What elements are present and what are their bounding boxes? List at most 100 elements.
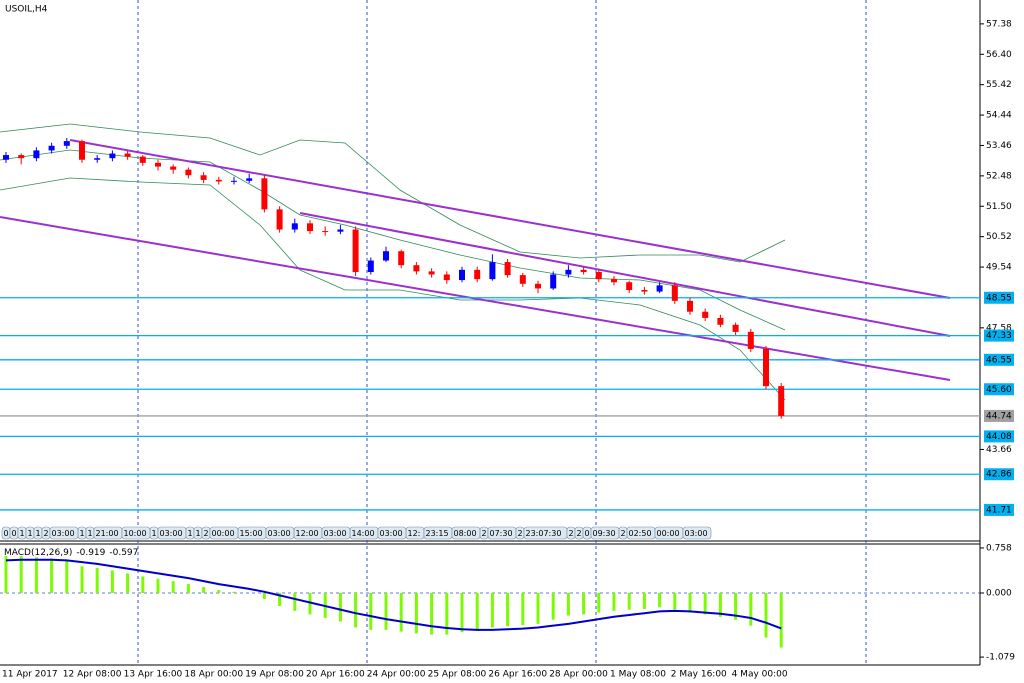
level-box [984,468,1014,481]
x-tick-label: 20 Apr 16:00 [306,670,365,680]
strip-text: 2 [518,529,523,538]
macd-bar [642,593,646,610]
level-label: 45.60 [986,385,1012,395]
level-box [984,383,1014,396]
macd-bar [749,593,753,626]
strip-text: 03:00 [160,529,183,538]
strip-text: 0 [4,529,9,538]
x-tick-label: 19 Apr 08:00 [245,670,304,680]
candle-body [443,274,450,281]
macd-bar [50,558,54,593]
strip-text: 1 [152,529,157,538]
x-tick-label: 28 Apr 00:00 [549,670,608,680]
strip-text: 03:00 [268,529,291,538]
x-tick-label: 26 Apr 16:00 [488,670,547,680]
candle-body [383,251,389,261]
strip-text: 21:00 [96,529,119,538]
strip-text: 14:00 [352,529,375,538]
level-label: 46.55 [986,355,1012,365]
macd-bar [110,570,114,593]
macd-bar [688,593,692,613]
macd-bar [80,566,84,593]
x-tick-label: 4 May 00:00 [732,670,788,680]
macd-bar [536,593,540,624]
macd-bar [764,593,768,638]
macd-bar [19,556,23,593]
candle-body [367,260,374,273]
macd-bar [597,593,601,613]
strip-text: 1 [196,529,201,538]
x-tick-label: 1 May 08:00 [610,670,666,680]
strip-text: 2 [569,529,574,538]
candle-body [595,272,602,280]
macd-bar [673,593,677,610]
macd-bar [703,593,707,615]
candle-body [79,141,85,160]
candle-body [155,162,161,167]
strip-text: 03:00 [380,529,403,538]
level-label: 47.33 [986,331,1012,341]
candle-body [291,223,298,230]
strip-text: 09:30 [593,529,616,538]
candle-body [63,141,70,146]
macd-y-tick-label: 0.000 [986,589,1012,599]
strip-text: 23:15 [426,529,449,538]
period-separators [137,0,867,665]
y-tick-label: 56.40 [986,50,1012,60]
strip-text: 0 [585,529,590,538]
y-tick-label: 52.48 [986,171,1012,181]
y-tick-label: 50.52 [986,232,1012,242]
strip-text: 2 [204,529,209,538]
macd-bar [34,557,38,593]
macd-bar [278,593,282,607]
strip-text: 03:00 [324,529,347,538]
candle-body [215,179,222,182]
macd-value-label: -0.919 [76,548,105,558]
candle-body [307,223,313,232]
time-strip: 0 0 1 1 1 2 03:00 1 1 21:00 10:00 1 03:00 1 1 2 00:00 15:… [1,526,712,540]
strip-text: 15:00 [240,529,263,538]
macd-bar [156,578,160,593]
bollinger-bands [0,123,786,401]
strip-text: 1 [80,529,85,538]
macd-bar [369,593,373,630]
candle-body [747,331,754,349]
y-tick-label: 47.58 [986,323,1012,333]
candle-body [580,269,587,273]
candle-body [231,180,237,182]
strip-text: 12: [408,529,421,538]
strip-text: 03:00 [52,529,75,538]
candle-body [124,153,131,157]
candle-body [565,269,572,275]
strip-text: 08:00 [454,529,477,538]
candle-body [489,262,496,280]
macd-bar [293,593,297,611]
candle-body [535,283,541,289]
macd-bar [186,584,190,593]
macd-bar [475,593,479,632]
strip-text: 23:07:30 [526,529,562,538]
macd-bar [551,593,555,620]
current-price-box [984,409,1014,422]
level-box [984,329,1014,342]
candle-body [94,158,101,160]
candle-body [322,231,329,233]
candle-body [763,348,769,387]
candle-body [398,251,405,266]
candle-body [246,178,253,181]
candle-body [611,279,617,283]
candle-body [626,282,633,291]
candle-body [641,290,648,292]
candle-body [185,169,192,176]
candle-body [33,150,40,159]
macd-bar [658,593,662,608]
macd-bar [521,593,525,626]
macd-signal [5,558,782,631]
current-price-label: 44.74 [986,411,1012,421]
level-box [984,430,1014,443]
macd-signal-label: -0.597 [109,548,138,558]
macd-bar [202,587,206,593]
candle-body [352,229,359,273]
